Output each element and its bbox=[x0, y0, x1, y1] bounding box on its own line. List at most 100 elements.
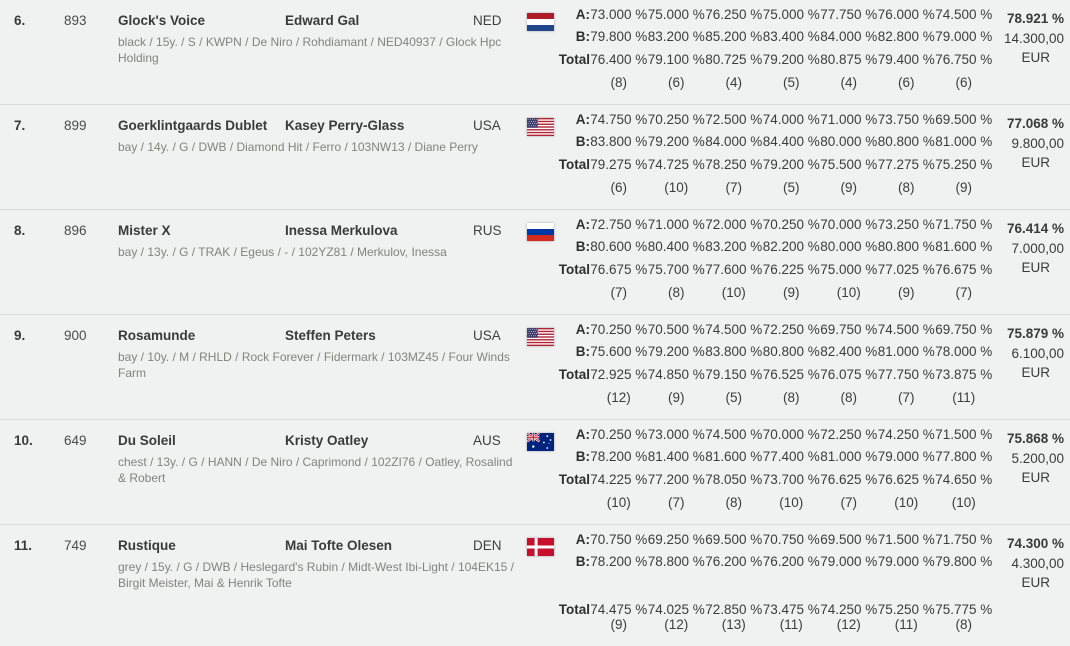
judge-score-a: 70.250 % bbox=[647, 112, 705, 127]
judge-score-total: 79.200 % bbox=[762, 157, 820, 172]
horse-details: bay / 13y. / G / TRAK / Egeus / - / 102Y… bbox=[118, 245, 447, 259]
score-row-label-a: A: bbox=[575, 322, 590, 337]
judge-score-b: 82.800 % bbox=[877, 29, 935, 44]
judge-rank: (8) bbox=[840, 390, 858, 405]
judge-score-a: 73.250 % bbox=[877, 217, 935, 232]
judge-score-b: 81.600 % bbox=[935, 239, 993, 254]
judge-score-b: 83.400 % bbox=[762, 29, 820, 44]
judge-rank: (10) bbox=[836, 285, 861, 300]
judge-rank: (8) bbox=[610, 75, 628, 90]
judge-score-total: 79.200 % bbox=[762, 52, 820, 67]
judge-score-b: 76.200 % bbox=[762, 554, 820, 569]
result-row: 7. 899 Goerklintgaards Dublet Kasey Perry-G… bbox=[0, 105, 1070, 210]
judge-rank: (9) bbox=[610, 617, 628, 632]
judge-rank: (7) bbox=[668, 495, 685, 510]
judge-rank: (7) bbox=[955, 285, 973, 300]
judge-score-total: 79.275 % bbox=[590, 157, 648, 172]
judge-score-b: 81.000 % bbox=[935, 134, 993, 149]
nation-code: NED bbox=[473, 13, 502, 28]
scores-grid: 76.414 % 7.000,00 EUR A: 72.750 % 71.000 % 72.… bbox=[557, 217, 1064, 314]
judge-score-b: 76.200 % bbox=[705, 554, 763, 569]
currency-label: EUR bbox=[1021, 470, 1050, 485]
judge-score-a: 70.750 % bbox=[762, 532, 820, 547]
judge-score-total: 78.250 % bbox=[705, 157, 763, 172]
judge-rank: (8) bbox=[783, 390, 800, 405]
judge-score-a: 69.750 % bbox=[820, 322, 878, 337]
horse-details: chest / 13y. / G / HANN / De Niro / Capr… bbox=[118, 455, 513, 485]
judge-score-b: 82.200 % bbox=[762, 239, 820, 254]
judge-rank: (11) bbox=[779, 617, 803, 632]
judge-score-total: 73.875 % bbox=[935, 367, 993, 382]
judge-rank: (5) bbox=[783, 75, 800, 90]
judge-score-total: 76.750 % bbox=[935, 52, 993, 67]
judge-score-total: 72.925 % bbox=[590, 367, 648, 382]
judge-score-total: 76.225 % bbox=[762, 262, 820, 277]
final-result: 75.868 % 5.200,00 EUR bbox=[993, 427, 1064, 495]
judge-score-a: 69.250 % bbox=[647, 532, 705, 547]
prize-money: 9.800,00 bbox=[1011, 136, 1064, 151]
horse-name: Du Soleil bbox=[118, 433, 176, 448]
judge-score-total: 74.725 % bbox=[647, 157, 705, 172]
judge-rank: (9) bbox=[783, 285, 800, 300]
nation-code: DEN bbox=[473, 538, 502, 553]
start-number: 649 bbox=[64, 433, 87, 448]
scores-grid: 75.879 % 6.100,00 EUR A: 70.250 % 70.500 % 74.… bbox=[557, 322, 1064, 419]
competitor-line: Mister X Inessa Merkulova RUS bbox=[118, 223, 557, 241]
judge-score-b: 79.000 % bbox=[877, 449, 935, 464]
judge-rank: (10) bbox=[664, 180, 689, 195]
rider-name: Steffen Peters bbox=[285, 328, 376, 343]
competitor-info: Glock's Voice Edward Gal NED black / 15y. /… bbox=[118, 7, 557, 104]
prize-money: 6.100,00 bbox=[1011, 346, 1064, 361]
judge-score-total: 79.100 % bbox=[647, 52, 705, 67]
final-result: 77.068 % 9.800,00 EUR bbox=[993, 112, 1064, 180]
final-result: 75.879 % 6.100,00 EUR bbox=[993, 322, 1064, 390]
judge-score-a: 70.000 % bbox=[762, 427, 820, 442]
competitor-info: Du Soleil Kristy Oatley AUS chest / 13y. / … bbox=[118, 427, 557, 524]
judge-score-a: 72.000 % bbox=[705, 217, 763, 232]
prize-money: 14.300,00 bbox=[1003, 31, 1064, 46]
judge-rank: (7) bbox=[725, 180, 743, 195]
judge-score-a: 72.750 % bbox=[590, 217, 648, 232]
competitor-info: Rustique Mai Tofte Olesen DEN grey / 15y. /… bbox=[118, 532, 557, 646]
start-number: 900 bbox=[64, 328, 87, 343]
judge-score-total: 76.400 % bbox=[590, 52, 648, 67]
nation-code: USA bbox=[473, 118, 501, 133]
judge-score-a: 69.500 % bbox=[935, 112, 993, 127]
judge-score-a: 73.750 % bbox=[877, 112, 935, 127]
judge-rank: (6) bbox=[610, 180, 628, 195]
judge-score-a: 74.000 % bbox=[762, 112, 820, 127]
competitor-line: Rosamunde Steffen Peters USA bbox=[118, 328, 557, 346]
judge-score-total: 73.700 % bbox=[762, 472, 820, 487]
judge-score-b: 83.200 % bbox=[705, 239, 763, 254]
judge-score-total: 74.025 % bbox=[647, 602, 705, 617]
judge-score-total: 72.850 % bbox=[705, 602, 763, 617]
judge-score-total: 74.475 % bbox=[590, 602, 648, 617]
horse-details: black / 15y. / S / KWPN / De Niro / Rohd… bbox=[118, 35, 502, 65]
judge-score-a: 69.500 % bbox=[705, 532, 763, 547]
judge-score-a: 70.000 % bbox=[820, 217, 878, 232]
rank-row-spacer bbox=[557, 75, 590, 93]
judge-score-total: 77.600 % bbox=[705, 262, 763, 277]
judge-score-a: 72.250 % bbox=[820, 427, 878, 442]
horse-name: Rosamunde bbox=[118, 328, 196, 343]
judge-score-a: 70.750 % bbox=[590, 532, 648, 547]
judge-score-total: 73.475 % bbox=[762, 602, 820, 617]
judge-score-total: 75.250 % bbox=[877, 602, 935, 617]
judge-score-a: 73.000 % bbox=[590, 7, 648, 22]
judge-score-a: 70.500 % bbox=[647, 322, 705, 337]
judge-score-a: 71.500 % bbox=[935, 427, 993, 442]
judge-score-a: 71.000 % bbox=[820, 112, 878, 127]
judge-score-b: 80.800 % bbox=[877, 134, 935, 149]
scores-grid: 78.921 % 14.300,00 EUR A: 73.000 % 75.000 % 76… bbox=[557, 7, 1064, 104]
judge-score-a: 70.250 % bbox=[590, 427, 648, 442]
judge-rank: (4) bbox=[840, 75, 858, 90]
judge-score-b: 78.000 % bbox=[935, 344, 993, 359]
judge-score-total: 77.750 % bbox=[877, 367, 935, 382]
result-row: 10. 649 Du Soleil Kristy Oatley AUS chest / 1… bbox=[0, 420, 1070, 525]
horse-name: Goerklintgaards Dublet bbox=[118, 118, 268, 133]
final-percentage: 78.921 % bbox=[1006, 11, 1064, 26]
judge-score-total: 75.700 % bbox=[647, 262, 705, 277]
judge-score-b: 78.200 % bbox=[590, 449, 648, 464]
judge-score-total: 74.650 % bbox=[935, 472, 993, 487]
